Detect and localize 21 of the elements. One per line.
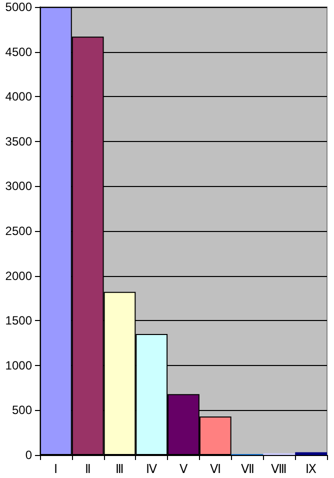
y-tick-label: 5000 — [5, 0, 32, 14]
x-tick-label: Ⅷ — [271, 462, 288, 476]
y-tick-label: 2500 — [5, 224, 32, 238]
x-tick-label: Ⅴ — [180, 462, 188, 476]
y-tick-label: 4000 — [5, 90, 32, 104]
y-tick-label: 0 — [25, 448, 32, 462]
y-tick-label: 4500 — [5, 44, 32, 59]
x-tick-label: Ⅱ — [84, 462, 91, 476]
y-tick-label: 1000 — [5, 358, 32, 372]
y-tick-label: 3500 — [5, 134, 32, 148]
x-tick-label: Ⅳ — [146, 462, 158, 476]
x-tick-label: Ⅵ — [210, 462, 221, 476]
x-tick-label: Ⅶ — [240, 462, 254, 476]
y-tick-label: 2000 — [5, 268, 32, 283]
x-tick-label: Ⅰ — [54, 462, 58, 476]
y-tick-label: 3000 — [5, 179, 32, 194]
x-tick-label: Ⅲ — [116, 462, 124, 476]
y-tick-label: 500 — [12, 403, 32, 418]
bar — [295, 452, 327, 455]
x-tick-label: Ⅸ — [306, 462, 317, 476]
y-tick-label: 1500 — [5, 314, 32, 328]
